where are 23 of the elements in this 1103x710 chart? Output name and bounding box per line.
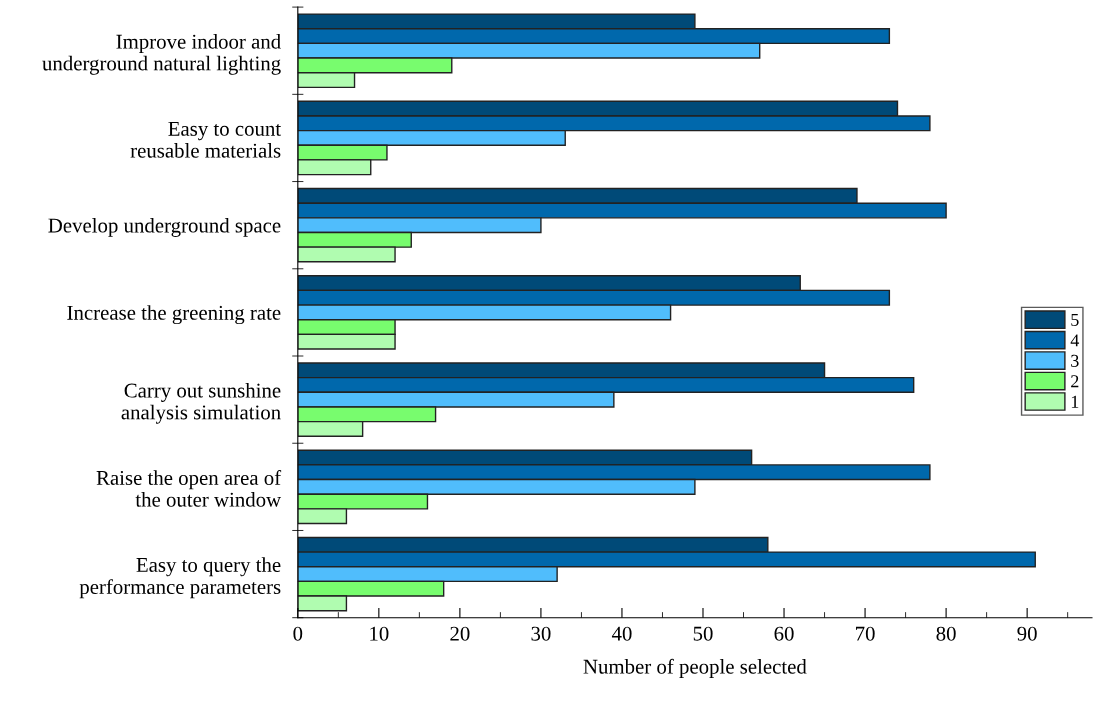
legend-label: 2 — [1071, 375, 1079, 388]
x-tick-label: 10 — [370, 626, 389, 641]
y-tick-label: Increase the greening rate — [67, 305, 281, 325]
y-tick-label: Develop underground space — [48, 217, 281, 237]
x-tick-label: 70 — [856, 626, 875, 641]
legend-label: 5 — [1071, 313, 1079, 326]
x-tick-label: 20 — [450, 626, 470, 641]
legend-label: 1 — [1071, 395, 1079, 408]
y-tick-label: Improve indoor and underground natural lighting — [42, 34, 281, 75]
x-tick-label: 60 — [774, 626, 794, 641]
x-tick-label: 40 — [611, 626, 632, 641]
x-tick-label: 30 — [531, 626, 551, 641]
x-tick-label: 50 — [693, 626, 713, 641]
x-tick-label: 0 — [293, 626, 303, 641]
y-tick-label: Easy to count reusable materials — [130, 122, 282, 158]
x-axis-title: Number of people selected — [583, 658, 807, 678]
y-tick-label: Carry out sunshine analysis simulation — [121, 382, 281, 424]
y-tick-label: Raise the open area of the outer window — [96, 470, 282, 507]
x-tick-label: 90 — [1017, 626, 1037, 641]
x-tick-label: 80 — [936, 626, 956, 641]
legend-label: 3 — [1071, 354, 1079, 367]
y-tick-label: Easy to query the performance parameters — [79, 557, 281, 599]
legend-label: 4 — [1070, 334, 1080, 347]
